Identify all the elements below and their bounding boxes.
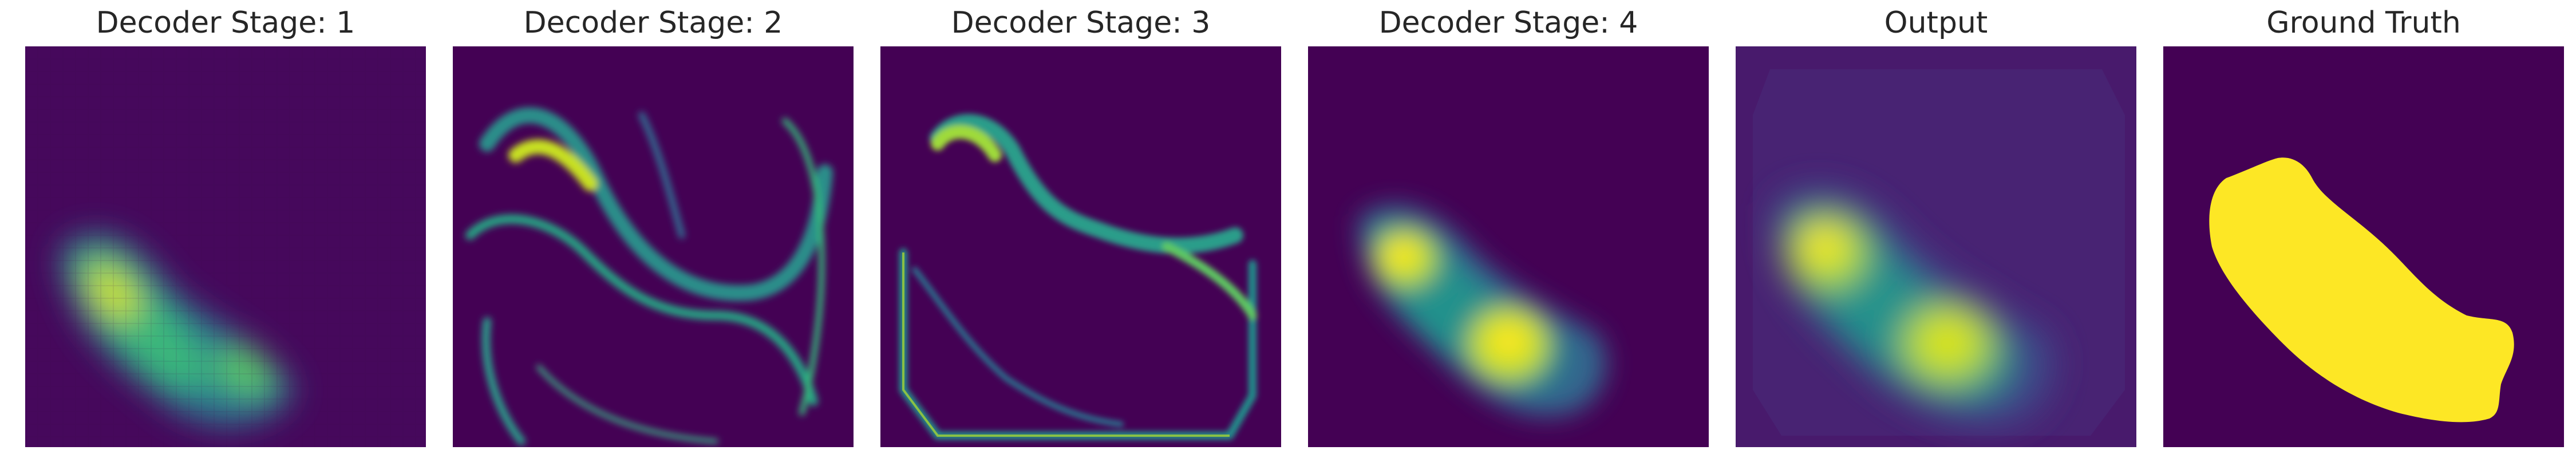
panel-ground-truth: Ground Truth (2163, 0, 2564, 458)
panel-output: Output (1736, 0, 2136, 458)
heatmap-output (1736, 46, 2136, 447)
panel-title: Decoder Stage: 1 (96, 6, 355, 40)
panel-title: Decoder Stage: 2 (523, 6, 783, 40)
heatmap-decoder-stage-4 (1308, 46, 1709, 447)
heatmap-decoder-stage-1 (25, 46, 426, 447)
panel-title: Decoder Stage: 3 (951, 6, 1211, 40)
mask-ground-truth (2163, 46, 2564, 447)
panel-title: Output (1884, 6, 1988, 40)
panel-decoder-stage-4: Decoder Stage: 4 (1308, 0, 1709, 458)
panel-decoder-stage-3: Decoder Stage: 3 (880, 0, 1281, 458)
panel-decoder-stage-2: Decoder Stage: 2 (453, 0, 854, 458)
panel-title: Decoder Stage: 4 (1378, 6, 1638, 40)
panel-decoder-stage-1: Decoder Stage: 1 (25, 0, 426, 458)
heatmap-decoder-stage-3 (880, 46, 1281, 447)
panel-title: Ground Truth (2266, 6, 2461, 40)
heatmap-decoder-stage-2 (453, 46, 854, 447)
